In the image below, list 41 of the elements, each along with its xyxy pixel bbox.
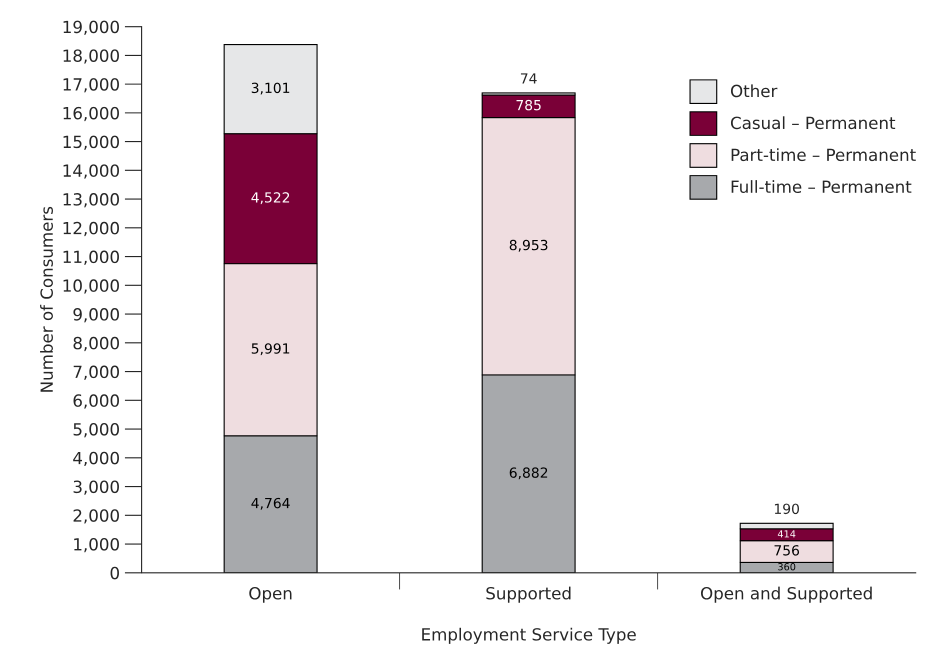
legend-label: Part-time – Permanent [732, 148, 916, 162]
y-axis-title: Number of Consumers [40, 206, 53, 392]
y-tick-label: 17,000 [64, 78, 119, 92]
y-tick-label: 16,000 [64, 106, 119, 122]
y-tick-label: 3,000 [74, 480, 119, 495]
x-tick-label: Supported [486, 586, 570, 603]
y-tick-label: 11,000 [64, 250, 119, 265]
y-tick-label: 7,000 [74, 366, 119, 380]
legend-label: Other [730, 84, 778, 98]
data-label: 785 [516, 100, 541, 110]
y-tick-label: 9,000 [73, 308, 119, 322]
x-tick-label: Open [249, 586, 292, 603]
data-label: 4,764 [251, 498, 290, 510]
data-label: 3,101 [252, 82, 290, 95]
x-axis-title: Employment Service Type [422, 628, 636, 644]
y-tick-label: 19,000 [64, 20, 119, 35]
data-label: 756 [774, 545, 800, 556]
y-tick-label: 2,000 [74, 509, 119, 524]
data-label: 414 [778, 530, 796, 538]
y-tick-label: 13,000 [64, 193, 119, 208]
y-tick-label: 12,000 [64, 222, 119, 236]
data-label: 5,991 [252, 343, 290, 356]
y-tick-label: 8,000 [73, 336, 119, 352]
data-label: 6,882 [510, 467, 548, 480]
y-tick-label: 5,000 [74, 423, 119, 438]
legend-label: Full-time – Permanent [732, 180, 912, 194]
y-tick-label: 0 [110, 566, 119, 580]
y-tick-label: 10,000 [64, 279, 119, 294]
y-tick-label: 6,000 [74, 394, 119, 409]
legend-label: Casual – Permanent [730, 116, 896, 130]
y-tick-label: 4,000 [73, 452, 119, 466]
x-tick-label: Open and Supported [701, 586, 872, 603]
data-label: 360 [778, 563, 796, 570]
y-tick-label: 1,000 [74, 538, 119, 552]
data-label: 8,953 [510, 240, 548, 252]
y-tick-label: 15,000 [64, 136, 119, 150]
y-tick-label: 18,000 [64, 49, 119, 64]
data-label: 4,522 [251, 192, 290, 204]
data-label: 190 [774, 504, 799, 514]
y-tick-label: 14,000 [64, 164, 119, 179]
data-label: 74 [520, 73, 537, 84]
